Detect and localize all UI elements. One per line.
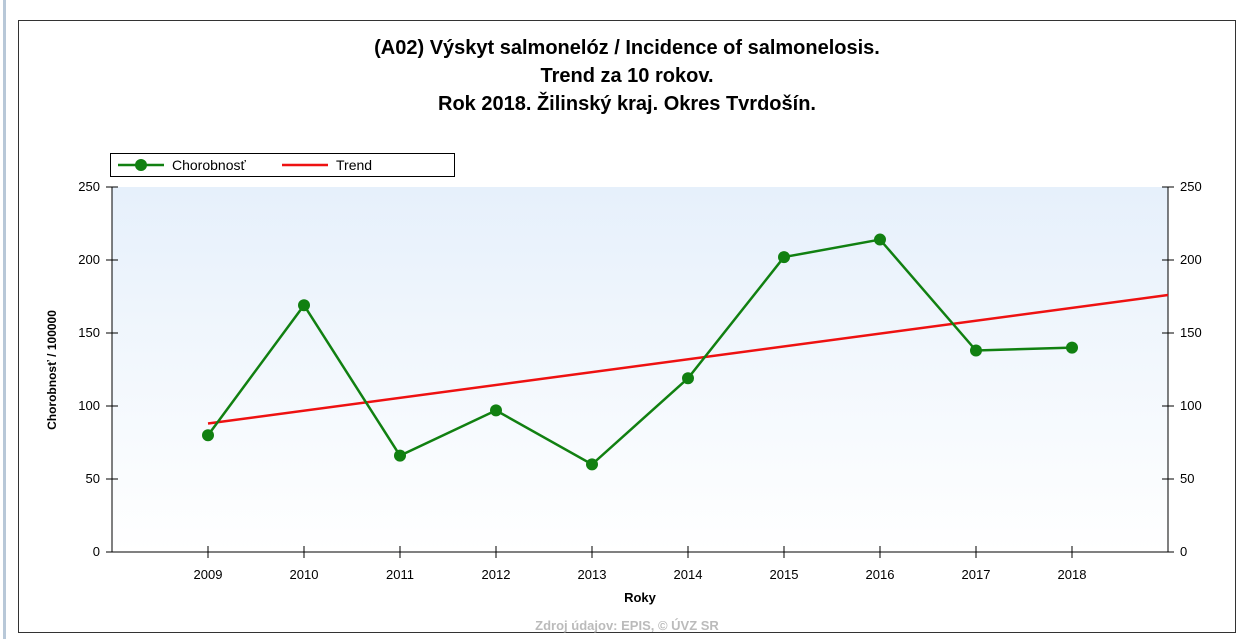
side-bar: [3, 0, 6, 639]
chart-title: Rok 2018. Žilinský kraj. Okres Tvrdošín.: [438, 91, 816, 115]
point: [874, 233, 886, 246]
x-tick-label: 2017: [962, 567, 991, 582]
x-tick-label: 2014: [674, 567, 703, 582]
y2-tick-label: 50: [1180, 471, 1194, 486]
y2-tick-label: 200: [1180, 252, 1202, 267]
point: [298, 299, 310, 312]
legend-label: Chorobnosť: [172, 157, 246, 173]
y2-tick-label: 100: [1180, 398, 1202, 413]
legend-marker: [135, 159, 147, 171]
x-tick-label: 2009: [194, 567, 223, 582]
source: Zdroj údajov: EPIS, © ÚVZ SR: [535, 618, 719, 633]
y-axis-label: Chorobnosť / 100000: [45, 310, 59, 430]
point: [1066, 341, 1078, 354]
x-tick-label: 2013: [578, 567, 607, 582]
x-tick-label: 2018: [1058, 567, 1087, 582]
x-tick-label: 2012: [482, 567, 511, 582]
point: [970, 344, 982, 357]
x-tick-label: 2016: [866, 567, 895, 582]
y-tick-label: 50: [86, 471, 100, 486]
point: [490, 404, 502, 417]
point: [682, 372, 694, 385]
y-tick-label: 100: [78, 398, 100, 413]
chart-title: Trend za 10 rokov.: [540, 65, 713, 87]
chart-title: (A02) Výskyt salmonelóz / Incidence of s…: [374, 37, 880, 59]
y-tick-label: 200: [78, 252, 100, 267]
series-line: [207, 293, 1169, 425]
series-line: [206, 238, 1073, 466]
y2-tick-label: 250: [1180, 179, 1202, 194]
point: [394, 449, 406, 462]
y-tick-label: 150: [78, 325, 100, 340]
x-axis-label: Roky: [624, 590, 657, 605]
x-tick-label: 2015: [770, 567, 799, 582]
point: [202, 429, 214, 442]
plot-area: [112, 187, 1168, 552]
legend-label: Trend: [336, 157, 372, 173]
y2-tick-label: 0: [1180, 544, 1187, 559]
point: [586, 458, 598, 471]
x-tick-label: 2010: [290, 567, 319, 582]
y2-tick-label: 150: [1180, 325, 1202, 340]
point: [778, 251, 790, 264]
x-tick-label: 2011: [386, 567, 414, 582]
y-tick-label: 250: [78, 179, 100, 194]
y-tick-label: 0: [93, 544, 100, 559]
